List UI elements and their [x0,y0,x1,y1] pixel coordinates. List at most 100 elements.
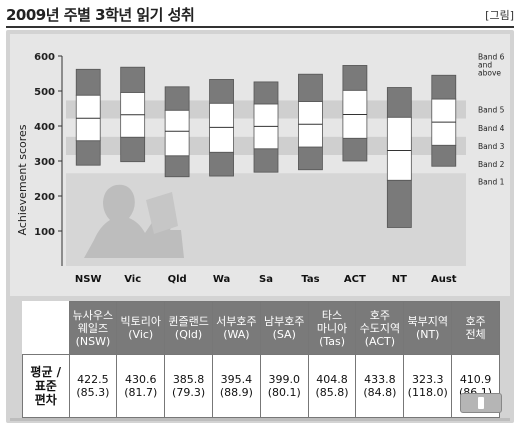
column-header-line: (WA) [223,328,250,341]
band-label: Band 5 [478,106,505,115]
column-header-line: 퀸즐랜드 [168,315,209,328]
box-lower-whisker [253,148,279,173]
mean-value: 395.4 [220,373,253,386]
table-cell: 385.8 (79.3) [164,354,213,418]
page-title: 2009년 주별 3학년 읽기 성취 [6,6,195,24]
column-header-line: (Vic) [128,328,154,341]
box-upper-whisker [386,87,412,118]
table-cell: 323.3 (118.0) [403,354,453,418]
band-label: Band 2 [478,160,505,169]
table-column-header: 뉴사우스 웨일즈 (NSW) [68,301,118,355]
box-lower-whisker [298,146,323,171]
band-label: Band 3 [478,142,505,151]
box-lower-whisker [209,151,234,177]
header: 2009년 주별 3학년 읽기 성취 [그림] [6,4,514,26]
box-lower-whisker [386,179,412,228]
band-label: Band 6 and above [478,53,505,78]
column-header-line: 호주 [465,315,486,328]
x-tick-label: Tas [301,274,319,285]
row-label-mean-sd: 평균 / 표준 편차 [22,354,70,418]
table-column-header: 퀸즐랜드 (Qld) [164,301,213,355]
mean-value: 410.9 [459,373,492,386]
mean-value: 430.6 [124,373,157,386]
box-lower-whisker [164,155,190,178]
student-silhouette [84,184,184,258]
y-tick-label: 100 [34,227,55,238]
box-lower-whisker [431,144,457,167]
table-cell: 430.6 (81.7) [116,354,166,418]
mean-value: 399.0 [268,373,300,386]
column-header-line: (SA) [272,328,296,341]
box-chart: Band 6 and above Band 5 Band 4 Band 3 Band 2 Ba… [16,52,505,285]
band-label: Band 1 [478,177,505,186]
x-tick-label: Sa [259,274,273,285]
column-header-line: 북부지역 [407,315,448,328]
box-upper-whisker [298,73,323,102]
x-tick-label: Vic [124,274,141,285]
column-header-line: (ACT) [364,334,396,348]
sd-value: (81.7) [124,386,158,399]
column-header-line: (Tas) [319,334,346,348]
box-upper-whisker [75,68,101,96]
table-column-header: 타스 마니아 (Tas) [307,301,357,355]
row-label-line: 편차 [34,393,57,407]
mean-value: 323.3 [411,373,444,386]
table-header-row: 뉴사우스 웨일즈 (NSW) 빅토리아 (Vic) 퀸즐랜드 (Qld) 서부호주 (WA) 남부… [22,301,500,355]
x-tick-label: Aust [431,274,457,285]
column-header-line: 호주 [369,308,390,322]
table-column-header: 호주 수도지역 (ACT) [355,301,405,355]
table-cell: 395.4 (88.9) [211,354,261,418]
sd-value: (85.8) [315,386,349,399]
y-axis-label: Achievement scores [16,124,29,235]
table-cell: 399.0 (80.1) [259,354,309,418]
column-header-line: 마니아 [316,321,348,335]
box-upper-whisker [120,66,146,93]
mean-value: 385.8 [172,373,205,386]
box-interquartile [386,116,412,181]
content-panel: Band 6 and above Band 5 Band 4 Band 3 Band 2 Ba… [6,30,514,423]
box-upper-whisker [209,79,234,104]
mean-value: 433.8 [364,373,396,386]
column-header-line: 수도지역 [359,321,401,335]
sd-value: (80.1) [267,386,301,399]
mean-value: 404.8 [316,373,348,386]
band-label: Band 4 [478,124,505,133]
stats-table: 뉴사우스 웨일즈 (NSW) 빅토리아 (Vic) 퀸즐랜드 (Qld) 서부호주 (WA) 남부… [22,301,500,418]
scroll-thumb[interactable] [478,397,484,409]
column-header-line: 남부호주 [263,315,305,328]
column-header-line: 전체 [465,328,486,341]
column-header-line: 뉴사우스 [72,308,114,322]
box-upper-whisker [342,65,368,91]
column-header-line: (NT) [415,328,440,341]
column-header-line: 빅토리아 [120,315,161,328]
column-header-line: 웨일즈 [77,321,109,335]
figure-tag: [그림] [485,9,514,22]
x-tick-label: Wa [213,274,230,285]
bottom-divider [10,418,510,421]
row-label-line: 평균 / [30,365,62,379]
table-column-header: 호주 전체 [451,301,500,355]
table-cell: 422.5 (85.3) [68,354,118,418]
x-tick-label: ACT [344,274,366,285]
table-column-header: 북부지역 (NT) [403,301,453,355]
column-header-line: 서부호주 [216,315,257,328]
box-upper-whisker [431,74,457,100]
mean-value: 422.5 [77,373,109,386]
column-header-line: (Qld) [174,328,203,341]
sd-value: (118.0) [407,386,448,399]
box-lower-whisker [75,140,101,166]
row-label-line: 표준 [34,379,57,393]
scrollbar-handle[interactable] [460,393,502,413]
table-row: 평균 / 표준 편차 422.5 (85.3) 430.6 (81.7) 385.8 (79.… [22,354,500,418]
y-tick-label: 200 [34,192,55,203]
y-tick-label: 400 [34,122,55,133]
table-cell: 433.8 (84.8) [355,354,405,418]
table-corner [22,301,69,355]
y-tick-label: 500 [34,87,55,98]
box-lower-whisker [342,137,368,162]
sd-value: (88.9) [219,386,253,399]
y-tick-label: 600 [34,52,55,63]
table-column-header: 빅토리아 (Vic) [116,301,166,355]
box-upper-whisker [253,81,279,105]
x-tick-label: NT [392,274,407,285]
